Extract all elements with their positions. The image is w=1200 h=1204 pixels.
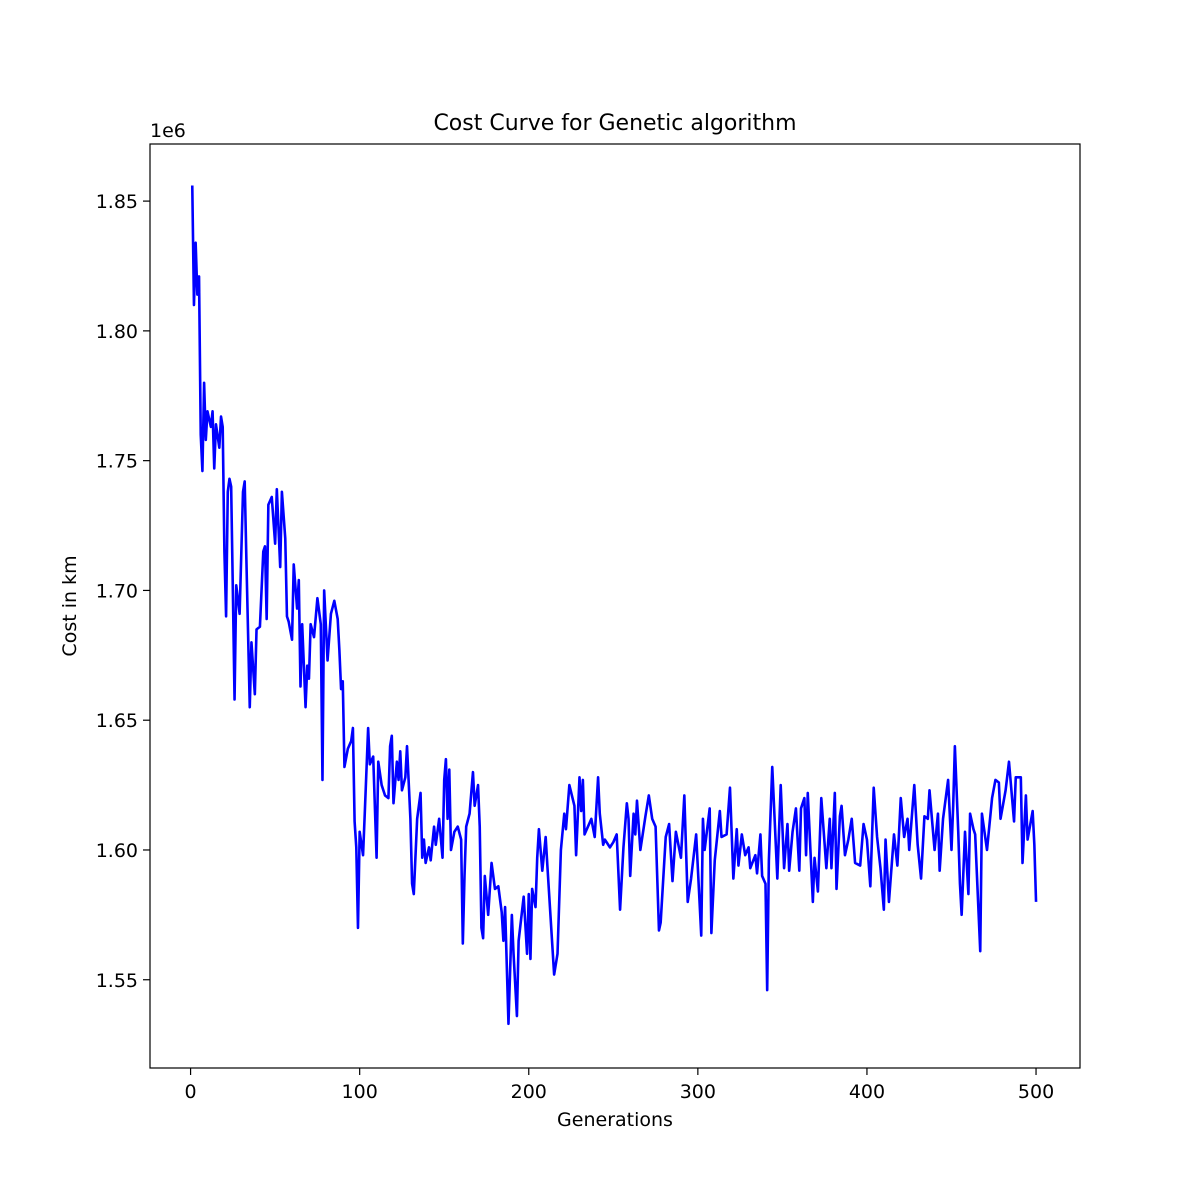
y-offset-label: 1e6	[150, 120, 186, 142]
y-tick-label: 1.65	[96, 710, 138, 732]
x-axis-label: Generations	[557, 1109, 673, 1131]
x-tick-label: 100	[342, 1081, 378, 1103]
y-tick-label: 1.55	[96, 970, 138, 992]
x-tick-label: 400	[849, 1081, 885, 1103]
x-tick-label: 200	[511, 1081, 547, 1103]
y-tick-label: 1.75	[96, 451, 138, 473]
y-axis-label: Cost in km	[59, 555, 81, 656]
x-tick-label: 500	[1018, 1081, 1054, 1103]
x-tick-label: 300	[680, 1081, 716, 1103]
chart-title: Cost Curve for Genetic algorithm	[433, 111, 796, 136]
y-tick-label: 1.60	[96, 840, 138, 862]
plot-frame	[149, 143, 1081, 1069]
y-tick-label: 1.70	[96, 580, 138, 602]
x-tick-label: 0	[185, 1081, 197, 1103]
y-tick-label: 1.85	[96, 191, 138, 213]
y-tick-label: 1.80	[96, 321, 138, 343]
data-line	[190, 185, 1038, 1026]
